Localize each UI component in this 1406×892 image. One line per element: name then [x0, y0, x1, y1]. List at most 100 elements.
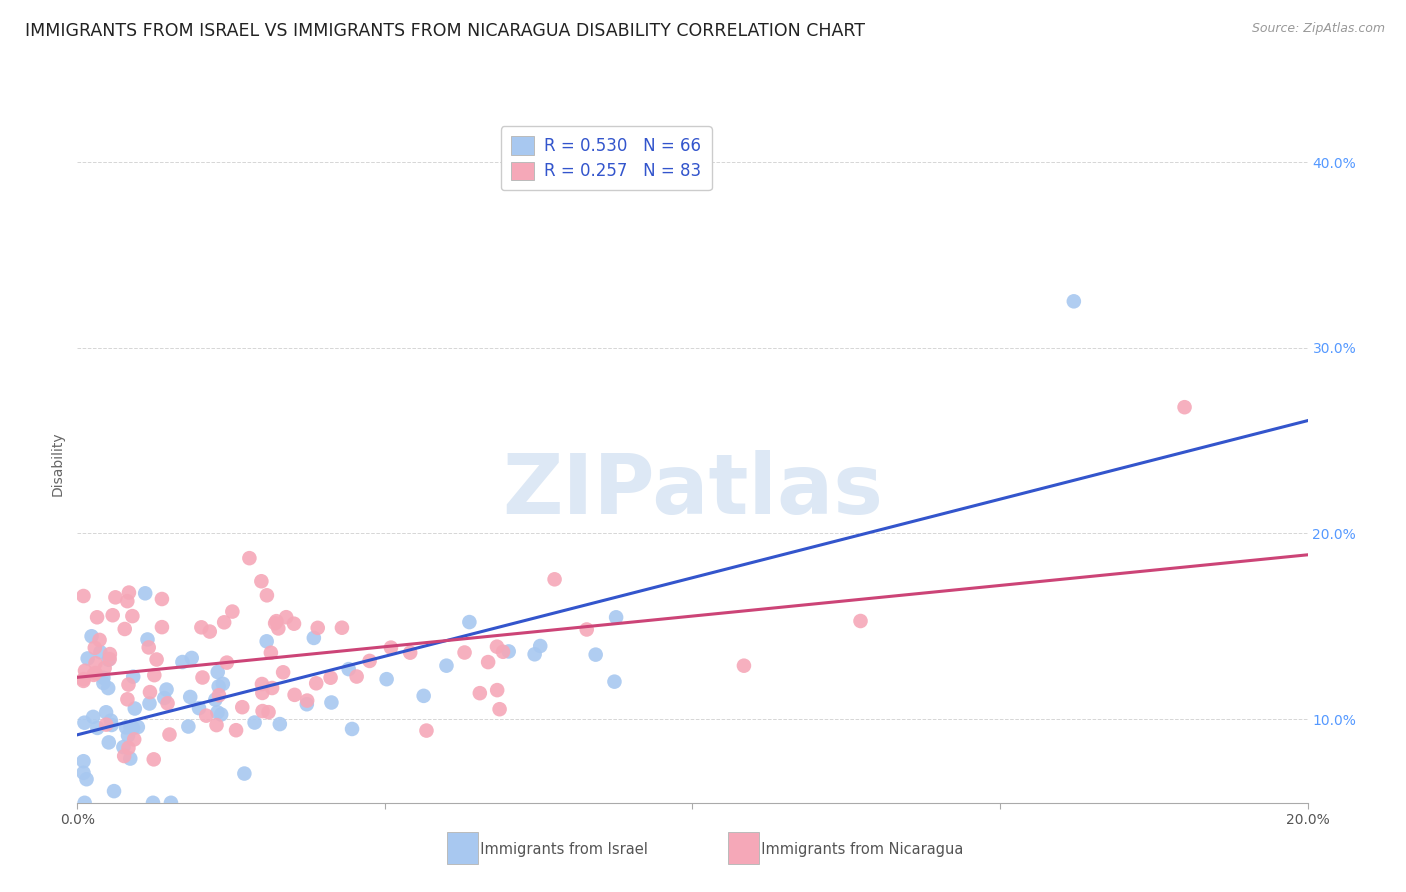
Point — [155, 682, 177, 697]
Point — [143, 668, 166, 682]
Point — [112, 740, 135, 755]
Point — [256, 634, 278, 648]
Point — [330, 621, 353, 635]
Point — [191, 671, 214, 685]
Point — [250, 677, 273, 691]
Point — [319, 671, 342, 685]
Point — [252, 686, 274, 700]
Point — [112, 749, 135, 764]
Text: Immigrants from Israel: Immigrants from Israel — [471, 842, 648, 856]
Point — [93, 661, 115, 675]
Point — [120, 720, 142, 734]
Point — [89, 645, 111, 659]
Point — [156, 696, 179, 710]
Text: IMMIGRANTS FROM ISRAEL VS IMMIGRANTS FROM NICARAGUA DISABILITY CORRELATION CHART: IMMIGRANTS FROM ISRAEL VS IMMIGRANTS FRO… — [25, 22, 865, 40]
Point — [488, 702, 510, 716]
Point — [118, 585, 141, 599]
Point — [93, 676, 115, 690]
Point — [172, 655, 194, 669]
Point — [97, 653, 120, 667]
Point — [101, 608, 124, 623]
Point — [76, 772, 98, 787]
Point — [136, 632, 159, 647]
Point — [412, 689, 434, 703]
Point — [117, 594, 139, 608]
Point — [150, 592, 173, 607]
Point — [205, 718, 228, 732]
Point — [359, 654, 381, 668]
Point — [225, 723, 247, 738]
Point — [415, 723, 437, 738]
Point — [89, 632, 111, 647]
Point — [72, 589, 94, 603]
Point — [346, 669, 368, 683]
Point — [96, 717, 118, 731]
Point — [269, 717, 291, 731]
Point — [485, 640, 508, 654]
Point — [122, 721, 145, 735]
Point — [207, 706, 229, 720]
Point — [83, 668, 105, 682]
Point — [283, 616, 305, 631]
Point — [84, 656, 107, 670]
Text: ZIPatlas: ZIPatlas — [502, 450, 883, 532]
Point — [114, 622, 136, 636]
Legend: R = 0.530   N = 66, R = 0.257   N = 83: R = 0.530 N = 66, R = 0.257 N = 83 — [501, 127, 711, 190]
FancyBboxPatch shape — [728, 831, 759, 863]
Point — [733, 658, 755, 673]
Point — [307, 621, 329, 635]
Point — [436, 658, 458, 673]
Point — [72, 754, 94, 768]
Point — [134, 586, 156, 600]
Point — [160, 796, 183, 810]
Point — [117, 729, 139, 743]
Point — [252, 704, 274, 718]
Point — [180, 651, 202, 665]
Point — [73, 664, 96, 678]
Point — [82, 710, 104, 724]
Point — [72, 673, 94, 688]
Point — [340, 722, 363, 736]
Point — [198, 624, 221, 639]
Point — [72, 765, 94, 780]
Point — [159, 727, 181, 741]
Point — [177, 719, 200, 733]
Point — [458, 615, 481, 629]
Point — [486, 683, 509, 698]
Point — [1063, 294, 1085, 309]
Point — [266, 614, 288, 628]
Point — [603, 674, 626, 689]
Point — [115, 720, 138, 734]
Point — [212, 615, 235, 630]
Point — [73, 715, 96, 730]
Point — [204, 692, 226, 706]
Point — [100, 714, 122, 728]
Point — [605, 610, 627, 624]
Point — [529, 639, 551, 653]
Point — [262, 681, 284, 695]
Point — [585, 648, 607, 662]
Point — [399, 646, 422, 660]
Point — [492, 645, 515, 659]
Point — [321, 696, 343, 710]
Point — [122, 670, 145, 684]
Point — [477, 655, 499, 669]
Point — [117, 740, 139, 755]
Point — [233, 766, 256, 780]
Point — [256, 588, 278, 602]
Point — [575, 623, 598, 637]
Point — [195, 708, 218, 723]
Point — [83, 640, 105, 655]
Point — [208, 688, 231, 702]
Point — [117, 692, 139, 706]
Point — [375, 672, 398, 686]
Point — [276, 610, 298, 624]
Point — [243, 715, 266, 730]
Point — [295, 698, 318, 712]
Point — [122, 732, 145, 747]
Point — [76, 651, 98, 665]
Point — [250, 574, 273, 589]
Point — [188, 701, 211, 715]
Point — [124, 701, 146, 715]
Point — [138, 640, 160, 655]
